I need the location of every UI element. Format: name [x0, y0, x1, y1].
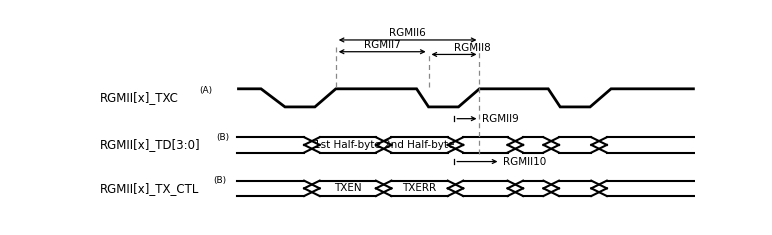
Text: (B): (B)	[213, 176, 226, 185]
Text: RGMII7: RGMII7	[364, 40, 401, 50]
Text: (B): (B)	[216, 133, 229, 142]
Text: RGMII[x]_TXC: RGMII[x]_TXC	[100, 91, 178, 104]
Text: RGMII[x]_TX_CTL: RGMII[x]_TX_CTL	[100, 182, 199, 195]
Text: (A): (A)	[199, 86, 212, 95]
Text: TXEN: TXEN	[334, 183, 361, 193]
Text: RGMII9: RGMII9	[482, 114, 519, 124]
Text: RGMII[x]_TD[3:0]: RGMII[x]_TD[3:0]	[100, 138, 200, 151]
Text: TXERR: TXERR	[402, 183, 437, 193]
Text: RGMII10: RGMII10	[503, 157, 547, 167]
Text: 2nd Half-byte: 2nd Half-byte	[384, 140, 455, 150]
Text: 1st Half-byte: 1st Half-byte	[314, 140, 381, 150]
Text: RGMII6: RGMII6	[389, 28, 426, 38]
Text: RGMII8: RGMII8	[454, 43, 490, 53]
